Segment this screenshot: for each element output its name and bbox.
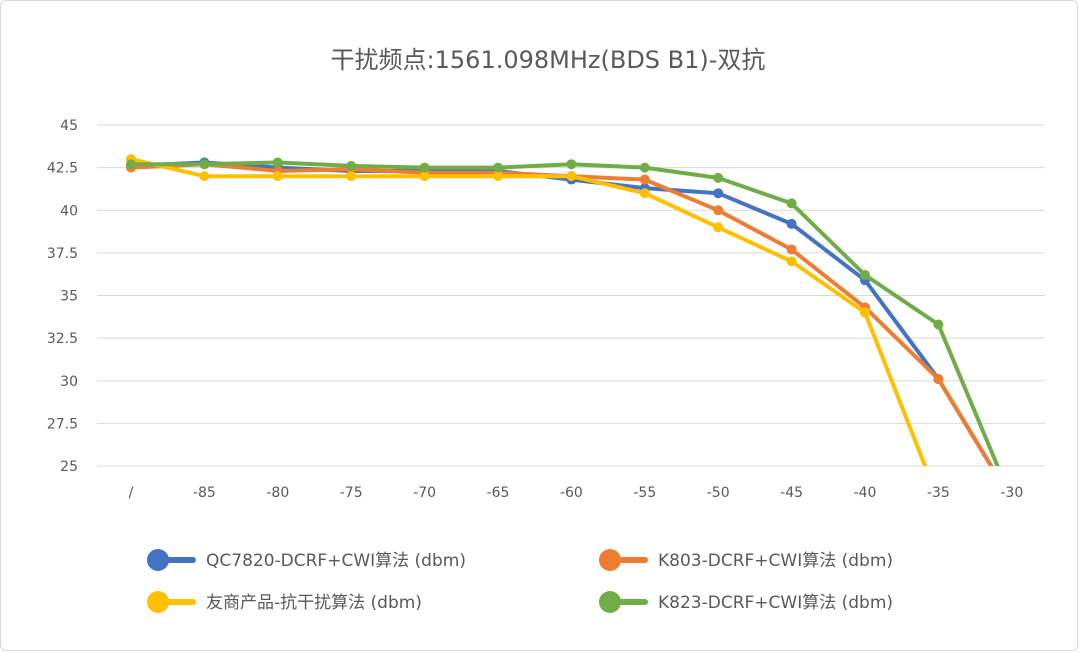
legend-item: K803-DCRF+CWI算法 (dbm): [599, 549, 893, 571]
legend-label: 友商产品-抗干扰算法 (dbm): [206, 593, 422, 613]
x-tick-label: -80: [266, 485, 289, 501]
legend-swatch-marker: [147, 591, 169, 613]
data-point: [860, 270, 870, 281]
y-tick-label: 25: [60, 459, 78, 475]
data-point: [933, 319, 944, 330]
y-axis-ticks: 45 42.5 40 37.5 35 32.5 30 27.5 25: [47, 118, 78, 475]
data-point: [933, 374, 944, 385]
data-point: [126, 159, 136, 170]
data-point: [566, 159, 577, 170]
data-point: [713, 205, 724, 216]
legend-swatch-marker: [599, 591, 621, 613]
y-tick-label: 45: [60, 118, 78, 134]
x-tick-label: -50: [707, 485, 730, 501]
x-tick-label: -45: [780, 485, 803, 501]
y-tick-label: 35: [60, 289, 78, 305]
data-point: [639, 162, 650, 173]
data-point: [419, 162, 430, 173]
x-tick-label: -30: [1000, 485, 1023, 501]
legend-label: QC7820-DCRF+CWI算法 (dbm): [206, 551, 466, 571]
y-tick-label: 27.5: [47, 416, 78, 432]
series-line-3: [129, 157, 928, 466]
data-point: [639, 174, 650, 185]
y-tick-label: 42.5: [47, 161, 78, 177]
x-tick-label: -65: [487, 485, 510, 501]
data-point: [493, 162, 503, 173]
y-tick-label: 30: [60, 374, 78, 390]
data-point: [786, 244, 797, 255]
data-point: [639, 188, 650, 199]
data-point: [272, 157, 283, 168]
data-point: [786, 218, 797, 229]
legend-item: QC7820-DCRF+CWI算法 (dbm): [147, 549, 466, 571]
data-point: [786, 256, 797, 267]
y-tick-label: 37.5: [47, 246, 78, 262]
x-tick-label: -85: [193, 485, 216, 501]
data-point: [713, 188, 724, 199]
data-point: [786, 198, 797, 209]
data-point: [713, 172, 724, 183]
legend-label: K823-DCRF+CWI算法 (dbm): [658, 593, 893, 613]
legend-swatch-marker: [147, 549, 169, 571]
series-line-4: [129, 160, 1000, 466]
legend-item: 友商产品-抗干扰算法 (dbm): [147, 591, 422, 613]
data-point: [346, 160, 357, 171]
series-line-2: [129, 162, 994, 466]
data-point: [199, 159, 210, 170]
data-point: [346, 171, 357, 182]
data-point: [713, 222, 724, 233]
series-line-1: [129, 160, 994, 466]
legend-swatch-marker: [599, 549, 621, 571]
data-point: [199, 171, 210, 182]
data-point: [493, 171, 503, 182]
y-tick-label: 40: [60, 203, 78, 219]
legend: QC7820-DCRF+CWI算法 (dbm) K803-DCRF+CWI算法 (…: [147, 549, 893, 613]
data-point: [566, 171, 577, 182]
x-tick-label: -75: [340, 485, 363, 501]
x-tick-label: -35: [927, 485, 950, 501]
data-point: [860, 307, 870, 318]
legend-label: K803-DCRF+CWI算法 (dbm): [658, 551, 893, 571]
x-tick-label: -55: [633, 485, 656, 501]
x-tick-label: -40: [854, 485, 877, 501]
x-tick-label: -60: [560, 485, 583, 501]
x-tick-label: /: [129, 485, 134, 501]
gridlines: [97, 124, 1045, 467]
x-axis-ticks: / -85 -80 -75 -70 -65 -60 -55 -50 -45 -40 -35 -30: [129, 485, 1024, 501]
data-point: [272, 171, 283, 182]
legend-item: K823-DCRF+CWI算法 (dbm): [599, 591, 893, 613]
series-lines: [126, 154, 1000, 466]
y-tick-label: 32.5: [47, 331, 78, 347]
chart-title: 干扰频点:1561.098MHz(BDS B1)-双抗: [331, 46, 766, 74]
data-point: [419, 171, 430, 182]
x-tick-label: -70: [413, 485, 436, 501]
